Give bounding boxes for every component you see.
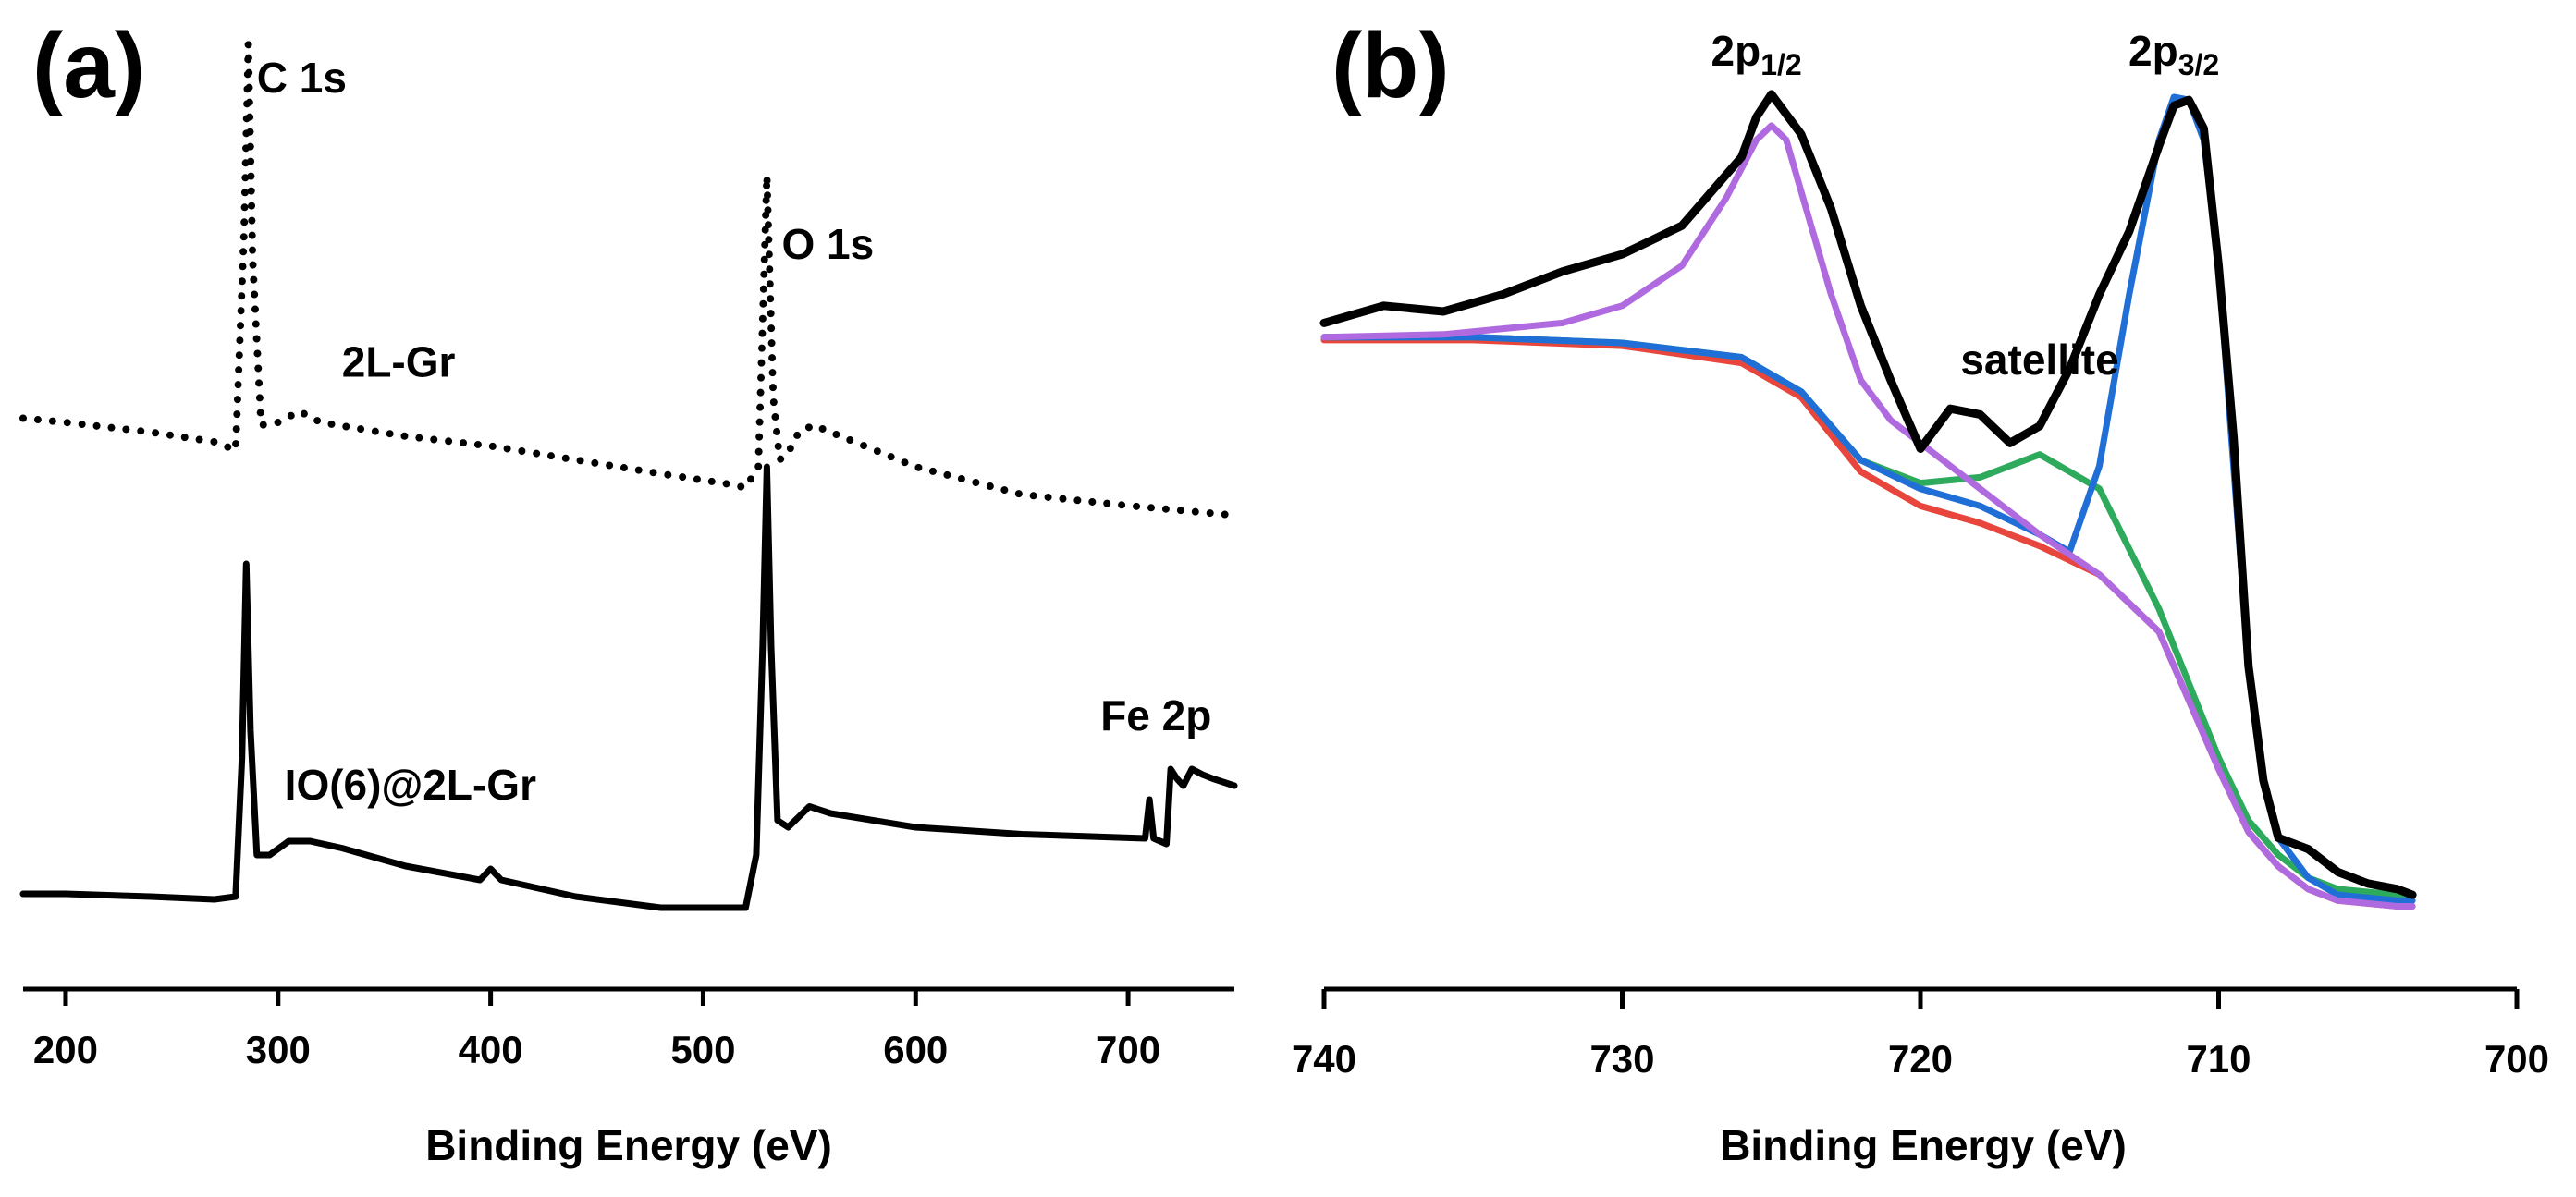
series-line-2p1-2 [1320,122,2416,910]
annotation-2p3-2: 2p3/2 [2128,27,2219,81]
series-line-io-6-2l-gr [19,463,1238,911]
series-line-experimental [1319,90,2417,899]
panel-b-ticks: 740 730 720 710 700 [1292,989,2549,1081]
x-tick-label-700: 700 [1096,1028,1160,1071]
series-line-2p3-2 [1320,93,2416,904]
x-tick-label-720: 720 [1888,1037,1953,1081]
panel-a-series [19,40,1238,911]
x-tick-label-300: 300 [246,1028,311,1071]
x-tick-label-730: 730 [1589,1037,1654,1081]
annotation-2p1-2: 2p1/2 [1711,27,1802,81]
x-tick-label-500: 500 [670,1028,735,1071]
panel-a-annotations: C 1s O 1s 2L-Gr Fe 2p IO(6)@2L-Gr [257,54,1212,809]
panel-a-x-axis-title: Binding Energy (eV) [425,1121,832,1169]
x-tick-label-600: 600 [883,1028,948,1071]
panel-a-label: (a) [32,14,145,117]
series-line-2l-gr [19,40,1238,519]
annotation-2l-gr: 2L-Gr [342,338,456,386]
x-tick-label-740: 740 [1292,1037,1356,1081]
annotation-o-1s: O 1s [781,220,874,268]
panel-a-ticks: 200 300 400 500 600 700 [33,989,1160,1071]
x-tick-label-400: 400 [459,1028,523,1071]
panel-b-x-axis-title: Binding Energy (eV) [1720,1121,2127,1169]
x-tick-label-200: 200 [33,1028,98,1071]
panel-b-label: (b) [1331,14,1450,117]
annotation-satellite: satellite [1960,336,2118,384]
panel-b-annotations: 2p1/2 2p3/2 satellite [1711,27,2220,384]
panel-a: (a) C 1s O 1s 2L-Gr Fe 2p IO(6)@2L-Gr 200 300… [19,14,1238,1169]
annotation-c-1s: C 1s [257,54,347,102]
annotation-fe-2p: Fe 2p [1100,691,1211,739]
annotation-io-6-2l-gr: IO(6)@2L-Gr [285,761,536,809]
x-tick-label-700: 700 [2484,1037,2549,1081]
panel-b-series [1319,90,2417,910]
x-tick-label-710: 710 [2186,1037,2251,1081]
